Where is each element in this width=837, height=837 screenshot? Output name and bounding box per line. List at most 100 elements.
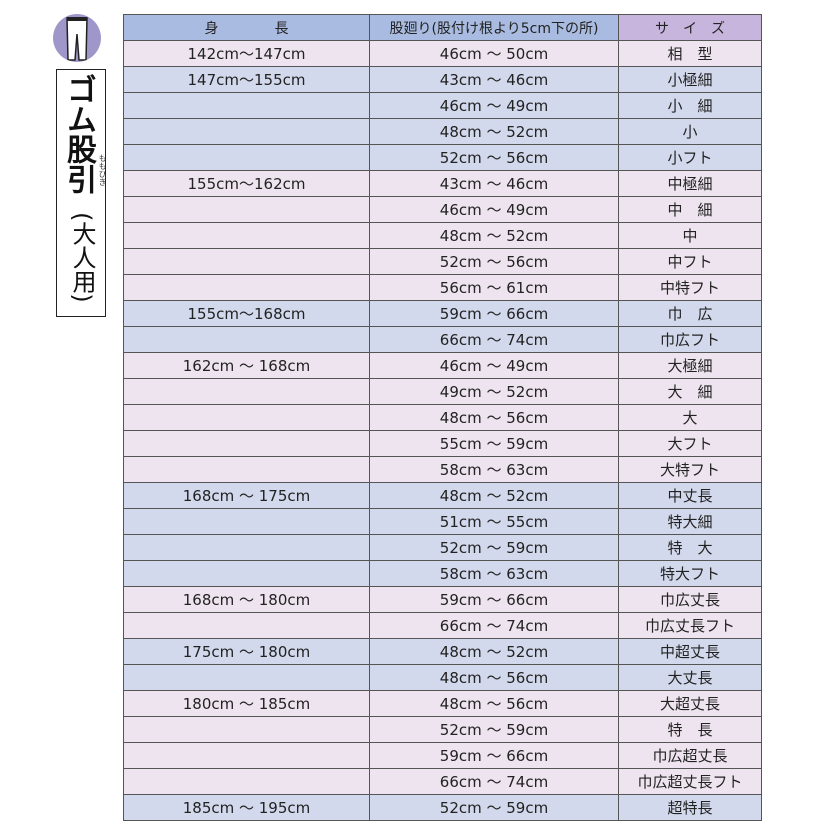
table-row: 66cm ～ 74cm 巾広超丈長フト — [123, 768, 762, 795]
cell-crotch: 52cm ～ 59cm — [369, 716, 619, 743]
cell-size: 大 細 — [618, 378, 762, 405]
table-row: 48cm ～ 56cm 大丈長 — [123, 664, 762, 691]
table-row: 58cm ～ 63cm 特大フト — [123, 560, 762, 587]
cell-height — [123, 456, 370, 483]
size-table: 身 長 股廻り(股付け根より5cm下の所) サ イ ズ 142cm～147cm 4… — [123, 14, 762, 821]
cell-crotch: 58cm ～ 63cm — [369, 560, 619, 587]
cell-height: 155cm～168cm — [123, 300, 370, 327]
cell-size: 小 — [618, 118, 762, 145]
cell-size: 巾広丈長フト — [618, 612, 762, 639]
table-row: 49cm ～ 52cm 大 細 — [123, 378, 762, 405]
cell-size: 大極細 — [618, 352, 762, 379]
cell-height — [123, 196, 370, 223]
cell-size: 特 大 — [618, 534, 762, 561]
cell-crotch: 52cm ～ 59cm — [369, 794, 619, 821]
table-row: 66cm ～ 74cm 巾広丈長フト — [123, 612, 762, 639]
cell-crotch: 43cm ～ 46cm — [369, 66, 619, 93]
cell-height — [123, 430, 370, 457]
product-title: ゴム股引 — [61, 74, 96, 194]
cell-size: 特大フト — [618, 560, 762, 587]
table-row: 168cm ～ 175cm 48cm ～ 52cm 中丈長 — [123, 482, 762, 509]
table-row: 56cm ～ 61cm 中特フト — [123, 274, 762, 301]
cell-size: 巾広超丈長 — [618, 742, 762, 769]
title-box: ゴム股引 ももひき (大人用) — [56, 69, 107, 317]
cell-height — [123, 716, 370, 743]
table-row: 162cm ～ 168cm 46cm ～ 49cm 大極細 — [123, 352, 762, 379]
cell-crotch: 48cm ～ 56cm — [369, 404, 619, 431]
cell-height — [123, 326, 370, 353]
cell-size: 小極細 — [618, 66, 762, 93]
cell-size: 特 長 — [618, 716, 762, 743]
cell-size: 中フト — [618, 248, 762, 275]
cell-height — [123, 664, 370, 691]
cell-crotch: 49cm ～ 52cm — [369, 378, 619, 405]
table-row: 48cm ～ 52cm 中 — [123, 222, 762, 249]
cell-crotch: 48cm ～ 56cm — [369, 690, 619, 717]
table-row: 180cm ～ 185cm 48cm ～ 56cm 大超丈長 — [123, 690, 762, 717]
cell-size: 中 — [618, 222, 762, 249]
cell-height: 175cm ～ 180cm — [123, 638, 370, 665]
table-row: 155cm～162cm 43cm ～ 46cm 中極細 — [123, 170, 762, 197]
cell-size: 巾広フト — [618, 326, 762, 353]
cell-crotch: 59cm ～ 66cm — [369, 586, 619, 613]
cell-height — [123, 222, 370, 249]
cell-height: 147cm～155cm — [123, 66, 370, 93]
cell-height — [123, 248, 370, 275]
table-row: 185cm ～ 195cm 52cm ～ 59cm 超特長 — [123, 794, 762, 821]
cell-crotch: 66cm ～ 74cm — [369, 612, 619, 639]
cell-crotch: 58cm ～ 63cm — [369, 456, 619, 483]
cell-size: 相 型 — [618, 40, 762, 67]
cell-height: 155cm～162cm — [123, 170, 370, 197]
table-row: 59cm ～ 66cm 巾広超丈長 — [123, 742, 762, 769]
cell-size: 中 細 — [618, 196, 762, 223]
cell-size: 大フト — [618, 430, 762, 457]
cell-size: 巾広超丈長フト — [618, 768, 762, 795]
cell-crotch: 66cm ～ 74cm — [369, 326, 619, 353]
cell-crotch: 46cm ～ 49cm — [369, 196, 619, 223]
cell-size: 大丈長 — [618, 664, 762, 691]
cell-height — [123, 768, 370, 795]
table-row: 46cm ～ 49cm 中 細 — [123, 196, 762, 223]
cell-crotch: 56cm ～ 61cm — [369, 274, 619, 301]
table-row: 155cm～168cm 59cm ～ 66cm 巾 広 — [123, 300, 762, 327]
cell-height — [123, 404, 370, 431]
cell-size: 小フト — [618, 144, 762, 171]
cell-height — [123, 560, 370, 587]
cell-crotch: 48cm ～ 56cm — [369, 664, 619, 691]
cell-crotch: 48cm ～ 52cm — [369, 118, 619, 145]
table-row: 66cm ～ 74cm 巾広フト — [123, 326, 762, 353]
table-header: 身 長 股廻り(股付け根より5cm下の所) サ イ ズ — [123, 14, 762, 41]
cell-size: 中丈長 — [618, 482, 762, 509]
header-size: サ イ ズ — [618, 14, 762, 41]
cell-crotch: 48cm ～ 52cm — [369, 638, 619, 665]
table-row: 175cm ～ 180cm 48cm ～ 52cm 中超丈長 — [123, 638, 762, 665]
table-row: 52cm ～ 59cm 特 長 — [123, 716, 762, 743]
cell-height — [123, 508, 370, 535]
cell-crotch: 46cm ～ 49cm — [369, 352, 619, 379]
cell-size: 超特長 — [618, 794, 762, 821]
cell-height — [123, 92, 370, 119]
cell-size: 中特フト — [618, 274, 762, 301]
cell-size: 特大細 — [618, 508, 762, 535]
cell-height: 180cm ～ 185cm — [123, 690, 370, 717]
table-row: 55cm ～ 59cm 大フト — [123, 430, 762, 457]
cell-crotch: 51cm ～ 55cm — [369, 508, 619, 535]
table-row: 147cm～155cm 43cm ～ 46cm 小極細 — [123, 66, 762, 93]
cell-crotch: 59cm ～ 66cm — [369, 300, 619, 327]
pants-icon — [53, 14, 101, 62]
cell-size: 大超丈長 — [618, 690, 762, 717]
cell-height — [123, 742, 370, 769]
table-row: 52cm ～ 56cm 中フト — [123, 248, 762, 275]
cell-crotch: 52cm ～ 56cm — [369, 144, 619, 171]
cell-crotch: 46cm ～ 49cm — [369, 92, 619, 119]
table-row: 46cm ～ 49cm 小 細 — [123, 92, 762, 119]
cell-height: 168cm ～ 180cm — [123, 586, 370, 613]
cell-crotch: 52cm ～ 59cm — [369, 534, 619, 561]
cell-size: 大特フト — [618, 456, 762, 483]
product-subtitle: (大人用) — [68, 212, 96, 303]
cell-crotch: 55cm ～ 59cm — [369, 430, 619, 457]
cell-size: 巾 広 — [618, 300, 762, 327]
table-row: 168cm ～ 180cm 59cm ～ 66cm 巾広丈長 — [123, 586, 762, 613]
cell-height — [123, 144, 370, 171]
cell-height — [123, 274, 370, 301]
